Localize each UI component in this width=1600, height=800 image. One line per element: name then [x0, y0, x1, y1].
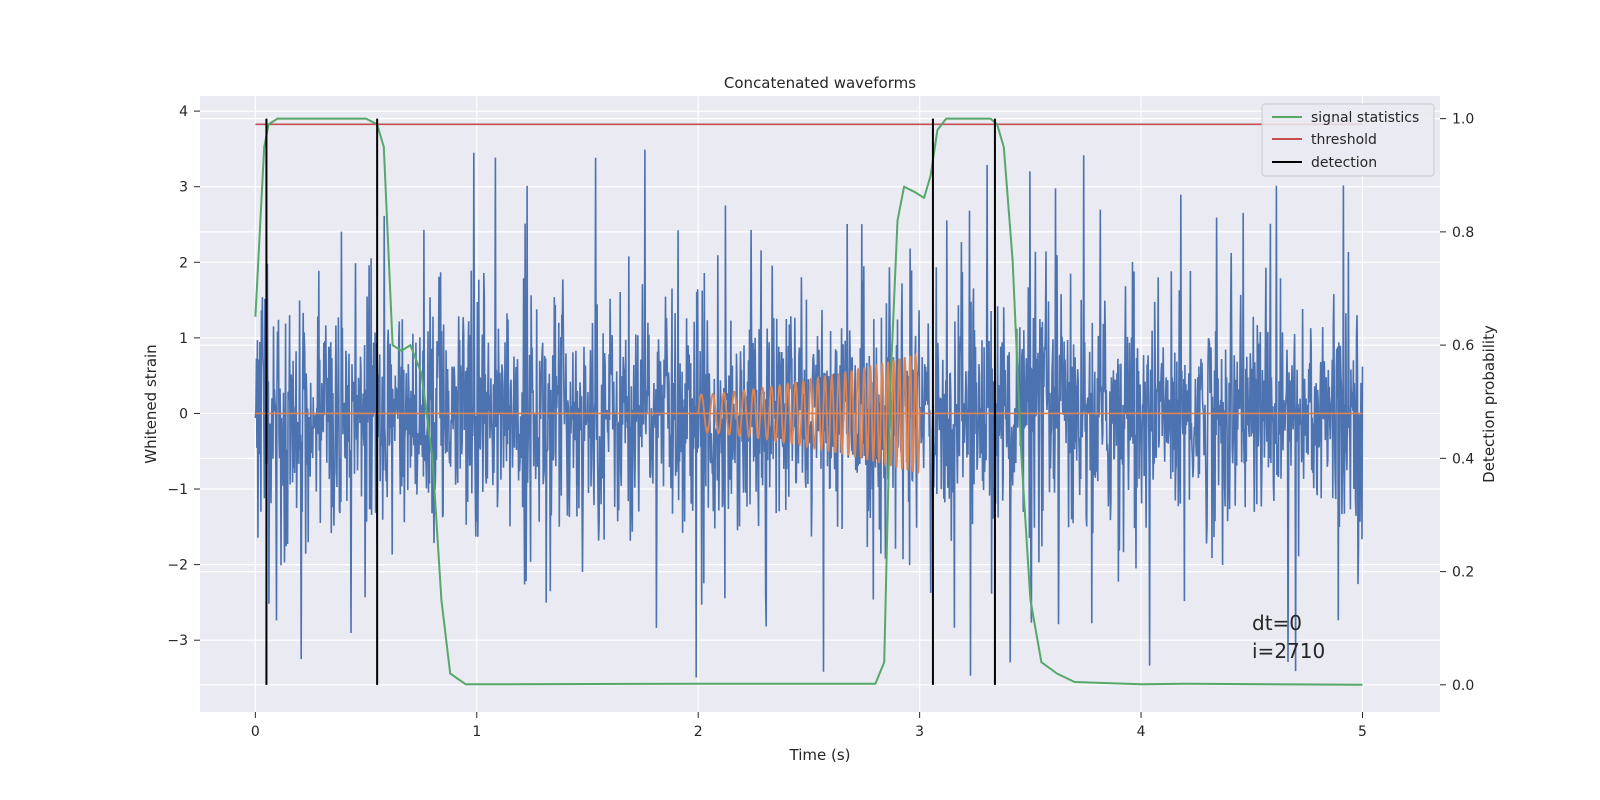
y-tick-label: 0 — [179, 406, 188, 422]
y-tick-label: 3 — [179, 180, 188, 196]
legend-item-detection: detection — [1311, 155, 1377, 171]
y-tick-label: −2 — [167, 558, 188, 574]
x-tick-label: 2 — [694, 724, 703, 740]
legend-item-signal-statistics: signal statistics — [1311, 110, 1419, 126]
x-tick-label: 5 — [1358, 724, 1367, 740]
y-tick-label: 1 — [179, 331, 188, 347]
y-right-tick-label: 0.6 — [1452, 338, 1474, 354]
y-right-tick-label: 0.8 — [1452, 225, 1474, 241]
y-tick-label: 2 — [179, 255, 188, 271]
y-right-tick-label: 0.4 — [1452, 451, 1474, 467]
x-tick-label: 1 — [472, 724, 481, 740]
annotation-i: i=2710 — [1252, 639, 1325, 663]
x-tick-label: 4 — [1137, 724, 1146, 740]
x-tick-label: 3 — [915, 724, 924, 740]
legend-item-threshold: threshold — [1311, 132, 1377, 148]
series-template-chirp — [697, 351, 921, 474]
legend: signal statistics threshold detection — [1261, 103, 1435, 177]
chart-title: Concatenated waveforms — [724, 74, 916, 92]
y-axis-right-label: Detection probability — [1480, 325, 1498, 483]
ticks: 0 1 2 3 4 5 −3 −2 −1 0 1 2 3 4 0.0 0.2 0.4 0.6 0.8 1.0 — [167, 104, 1474, 740]
y-right-tick-label: 1.0 — [1452, 112, 1474, 128]
x-tick-label: 0 — [251, 724, 260, 740]
y-right-tick-label: 0.0 — [1452, 678, 1474, 694]
x-axis-label: Time (s) — [789, 746, 851, 764]
y-axis-label: Whitened strain — [142, 344, 160, 463]
annotation-dt: dt=0 — [1252, 611, 1302, 635]
series-layer — [254, 117, 1364, 686]
y-tick-label: −3 — [167, 633, 188, 649]
legend-box — [1261, 103, 1435, 177]
y-right-tick-label: 0.2 — [1452, 565, 1474, 581]
y-tick-label: −1 — [167, 482, 188, 498]
y-tick-label: 4 — [179, 104, 188, 120]
series-signal-statistics — [254, 117, 1363, 686]
